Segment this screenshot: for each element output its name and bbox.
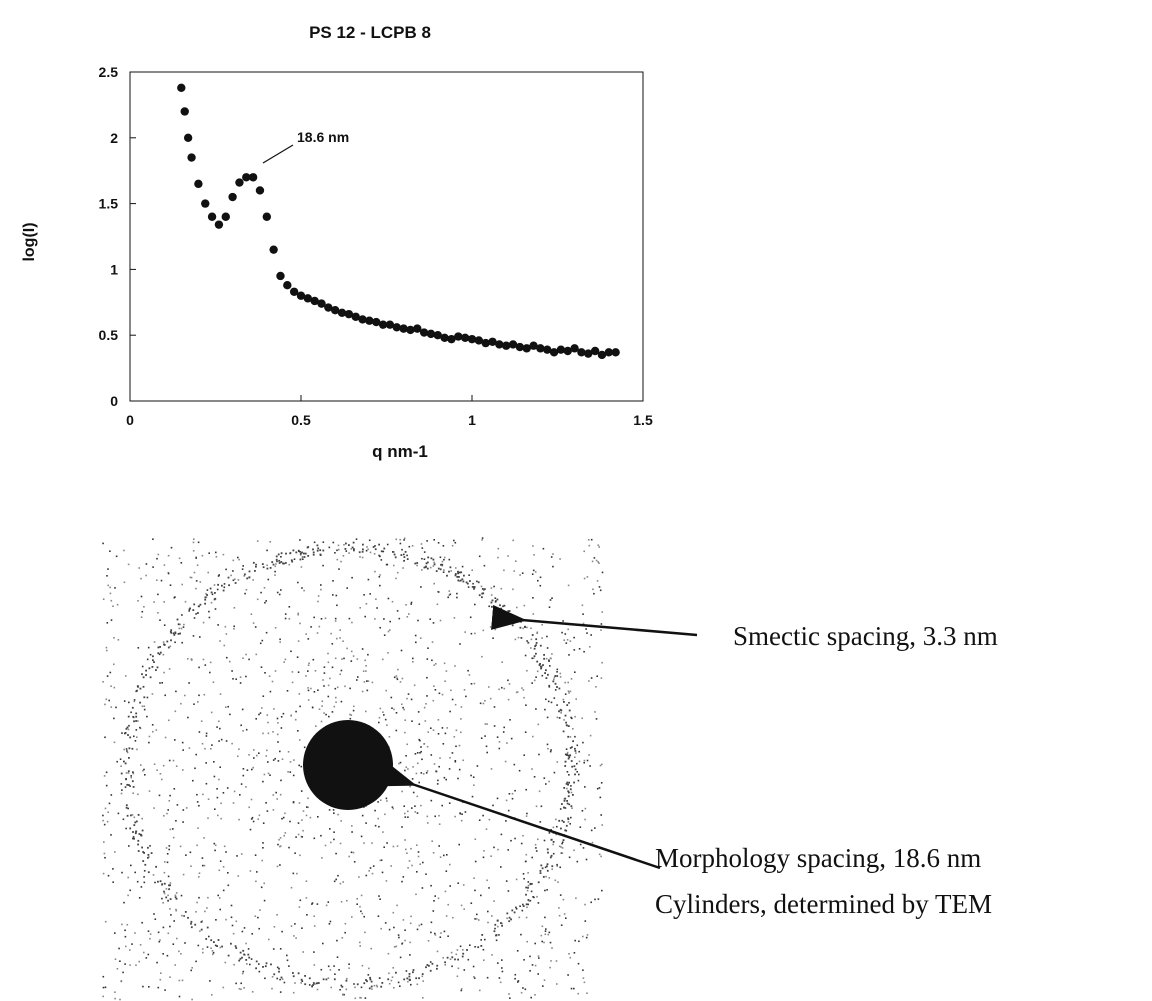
point [365, 316, 374, 325]
point [207, 212, 217, 221]
point [529, 341, 538, 350]
y-tick-label: 2.5 [99, 64, 119, 80]
point [460, 333, 470, 343]
point [385, 320, 395, 329]
point [392, 323, 401, 332]
point [515, 342, 525, 352]
point [248, 173, 258, 182]
x-axis-label: q nm-1 [372, 442, 428, 461]
annotation-leader [262, 144, 294, 164]
point [570, 344, 579, 353]
point [221, 212, 230, 221]
point [303, 294, 313, 303]
point [177, 83, 186, 92]
point [611, 348, 620, 357]
annotation-text: Cylinders, determined by TEM [655, 889, 992, 919]
point [481, 338, 490, 348]
point [378, 320, 388, 329]
point [183, 133, 193, 142]
point [522, 344, 531, 353]
point [276, 271, 285, 281]
point [228, 192, 237, 202]
point [351, 312, 360, 321]
point [563, 346, 572, 356]
point [358, 315, 367, 324]
point [584, 349, 593, 358]
point [426, 329, 436, 339]
point [474, 336, 484, 345]
point [399, 324, 408, 333]
point [201, 199, 210, 208]
y-tick-label: 0.5 [99, 327, 119, 343]
point [289, 287, 299, 296]
plot-frame [129, 71, 644, 402]
point [454, 332, 463, 341]
annotation-text: Smectic spacing, 3.3 nm [733, 621, 998, 651]
point [419, 328, 429, 337]
point [508, 340, 518, 349]
point [255, 186, 265, 195]
point [180, 107, 189, 116]
x-tick-label: 0 [126, 412, 134, 428]
point [337, 308, 347, 318]
point [447, 334, 456, 344]
point [604, 348, 613, 357]
point [296, 291, 306, 300]
annotation-text: Morphology spacing, 18.6 nm [655, 843, 981, 873]
point [331, 305, 340, 315]
annotation: 18.6 nm [297, 129, 349, 145]
point [467, 334, 477, 344]
point [317, 299, 326, 308]
point [590, 346, 600, 356]
point [262, 212, 271, 221]
point [310, 296, 319, 306]
point [577, 348, 586, 357]
point [242, 173, 251, 182]
point [556, 345, 566, 354]
point [269, 245, 278, 254]
point [543, 345, 552, 354]
point [433, 331, 442, 340]
point [324, 303, 333, 312]
x-tick-label: 1.5 [633, 412, 653, 428]
diffraction-image [102, 537, 604, 1001]
point [235, 178, 244, 187]
point [194, 179, 203, 189]
point [187, 153, 196, 162]
y-tick-label: 1.5 [99, 196, 119, 212]
point [549, 348, 559, 357]
point [440, 333, 449, 343]
point [495, 340, 504, 349]
y-axis-label: log(I) [21, 222, 38, 261]
chart-title: PS 12 - LCPB 8 [309, 23, 431, 42]
point [597, 350, 607, 360]
point [488, 337, 497, 346]
x-tick-label: 1 [468, 412, 476, 428]
y-tick-label: 1 [110, 261, 118, 277]
point [214, 220, 224, 229]
y-tick-label: 2 [110, 130, 118, 146]
point [344, 309, 354, 319]
point [406, 325, 415, 335]
point [536, 344, 545, 353]
x-tick-label: 0.5 [291, 412, 311, 428]
point [372, 317, 381, 327]
point [413, 324, 422, 333]
point [283, 280, 292, 290]
arrow [379, 762, 661, 870]
point [502, 341, 511, 350]
arrow [491, 604, 698, 637]
y-tick-label: 0 [110, 393, 118, 409]
